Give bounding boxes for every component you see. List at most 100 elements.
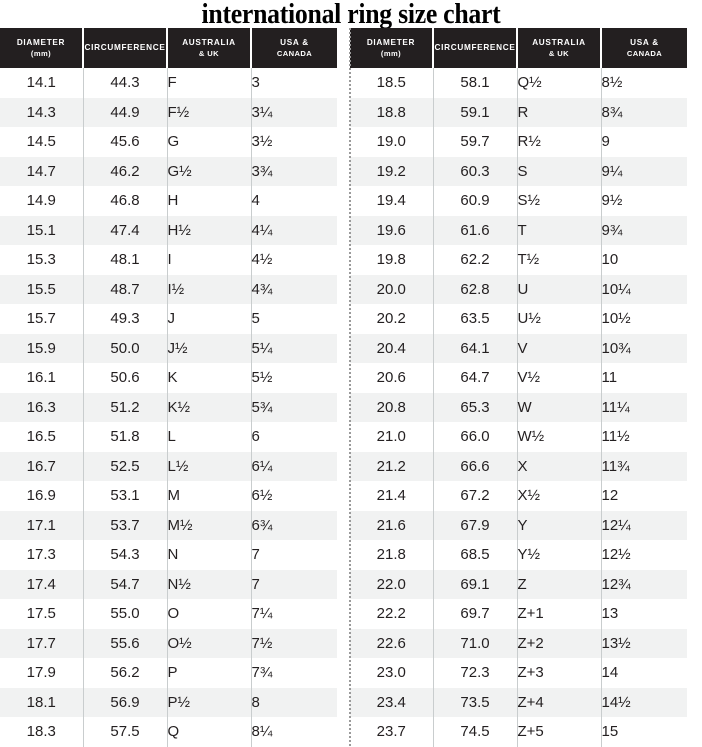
cell-diameter: 19.4 [350, 186, 434, 216]
cell-usa-canada: 13 [601, 599, 687, 629]
cell-circumference: 68.5 [433, 540, 518, 570]
table-row: 14.1 44.3 F 3 [0, 68, 337, 98]
table-row: 16.5 51.8 L 6 [0, 422, 337, 452]
table-row: 17.1 53.7 M½ 6¾ [0, 510, 337, 540]
table-row: 20.2 63.5 U½ 10½ [350, 304, 687, 334]
cell-circumference: 60.9 [433, 186, 518, 216]
cell-usa-canada: 10¾ [601, 333, 687, 363]
cell-usa-canada: 6½ [251, 481, 337, 511]
cell-circumference: 67.2 [433, 481, 518, 511]
cell-usa-canada: 11¾ [601, 451, 687, 481]
table-row: 23.7 74.5 Z+5 15 [350, 717, 687, 747]
column-header-usa-canada: USA & CANADA [600, 28, 687, 68]
cell-usa-canada: 5 [251, 304, 337, 334]
cell-usa-canada: 14 [601, 658, 687, 688]
table-row: 19.8 62.2 T½ 10 [350, 245, 687, 275]
cell-usa-canada: 3¾ [251, 156, 337, 186]
cell-usa-canada: 4 [251, 186, 337, 216]
header-row: DIAMETER (mm) CIRCUMFERENCE AUSTRALIA & … [350, 28, 687, 68]
column-header-diameter-unit: (mm) [30, 49, 52, 58]
cell-australia-uk: M½ [167, 510, 252, 540]
cell-circumference: 61.6 [433, 215, 518, 245]
cell-circumference: 59.1 [433, 97, 518, 127]
cell-australia-uk: M [167, 481, 252, 511]
cell-usa-canada: 9¼ [601, 156, 687, 186]
cell-usa-canada: 4½ [251, 245, 337, 275]
cell-usa-canada: 12½ [601, 540, 687, 570]
cell-australia-uk: Z+1 [517, 599, 602, 629]
cell-diameter: 21.8 [350, 540, 434, 570]
table-row: 22.2 69.7 Z+1 13 [350, 599, 687, 629]
column-header-circumference-label: CIRCUMFERENCE [84, 43, 166, 53]
table-row: 16.1 50.6 K 5½ [0, 363, 337, 393]
table-row: 21.8 68.5 Y½ 12½ [350, 540, 687, 570]
cell-diameter: 18.3 [0, 717, 84, 747]
column-header-usa-canada-line2: CANADA [276, 49, 313, 58]
cell-usa-canada: 8½ [601, 68, 687, 98]
table-row: 19.6 61.6 T 9¾ [350, 215, 687, 245]
cell-diameter: 22.6 [350, 628, 434, 658]
cell-australia-uk: Q½ [517, 68, 602, 98]
table-row: 17.3 54.3 N 7 [0, 540, 337, 570]
cell-circumference: 66.0 [433, 422, 518, 452]
column-header-australia-uk-line1: AUSTRALIA [182, 37, 236, 47]
cell-circumference: 63.5 [433, 304, 518, 334]
cell-usa-canada: 3¼ [251, 97, 337, 127]
table-row: 14.3 44.9 F½ 3¼ [0, 97, 337, 127]
cell-diameter: 17.5 [0, 599, 84, 629]
cell-circumference: 55.0 [83, 599, 168, 629]
cell-usa-canada: 13½ [601, 628, 687, 658]
table-row: 21.4 67.2 X½ 12 [350, 481, 687, 511]
table-row: 17.9 56.2 P 7¾ [0, 658, 337, 688]
cell-australia-uk: Z+2 [517, 628, 602, 658]
column-header-diameter-label: DIAMETER [16, 37, 66, 47]
cell-diameter: 16.1 [0, 363, 84, 393]
cell-circumference: 65.3 [433, 392, 518, 422]
cell-australia-uk: R½ [517, 127, 602, 157]
cell-australia-uk: X½ [517, 481, 602, 511]
cell-circumference: 54.3 [83, 540, 168, 570]
table-row: 15.3 48.1 I 4½ [0, 245, 337, 275]
cell-australia-uk: J [167, 304, 252, 334]
cell-diameter: 20.8 [350, 392, 434, 422]
cell-usa-canada: 7¼ [251, 599, 337, 629]
column-header-diameter-unit: (mm) [380, 49, 402, 58]
cell-australia-uk: P½ [167, 687, 252, 717]
cell-australia-uk: W½ [517, 422, 602, 452]
table-row: 20.8 65.3 W 11¼ [350, 392, 687, 422]
ring-size-table-left: DIAMETER (mm) CIRCUMFERENCE AUSTRALIA & … [0, 28, 337, 747]
cell-australia-uk: Z+3 [517, 658, 602, 688]
cell-diameter: 20.6 [350, 363, 434, 393]
cell-circumference: 51.2 [83, 392, 168, 422]
cell-circumference: 66.6 [433, 451, 518, 481]
column-header-australia-uk: AUSTRALIA & UK [166, 28, 252, 68]
cell-australia-uk: F [167, 68, 252, 98]
cell-usa-canada: 5¼ [251, 333, 337, 363]
table-row: 14.9 46.8 H 4 [0, 186, 337, 216]
table-divider-dotted [349, 28, 351, 747]
cell-usa-canada: 12 [601, 481, 687, 511]
cell-diameter: 20.4 [350, 333, 434, 363]
cell-australia-uk: Y½ [517, 540, 602, 570]
column-header-australia-uk-line2: & UK [198, 49, 220, 58]
table-row: 15.7 49.3 J 5 [0, 304, 337, 334]
cell-diameter: 21.0 [350, 422, 434, 452]
cell-usa-canada: 7 [251, 569, 337, 599]
cell-australia-uk: Y [517, 510, 602, 540]
cell-circumference: 73.5 [433, 687, 518, 717]
cell-diameter: 15.5 [0, 274, 84, 304]
cell-usa-canada: 8¾ [601, 97, 687, 127]
table-row: 19.4 60.9 S½ 9½ [350, 186, 687, 216]
table-row: 17.5 55.0 O 7¼ [0, 599, 337, 629]
cell-usa-canada: 7 [251, 540, 337, 570]
table-row: 22.6 71.0 Z+2 13½ [350, 628, 687, 658]
table-row: 23.0 72.3 Z+3 14 [350, 658, 687, 688]
column-header-usa-canada-line2: CANADA [626, 49, 663, 58]
cell-usa-canada: 4¾ [251, 274, 337, 304]
cell-australia-uk: T [517, 215, 602, 245]
cell-australia-uk: S [517, 156, 602, 186]
cell-diameter: 15.7 [0, 304, 84, 334]
cell-circumference: 50.6 [83, 363, 168, 393]
cell-usa-canada: 6¾ [251, 510, 337, 540]
cell-australia-uk: K [167, 363, 252, 393]
